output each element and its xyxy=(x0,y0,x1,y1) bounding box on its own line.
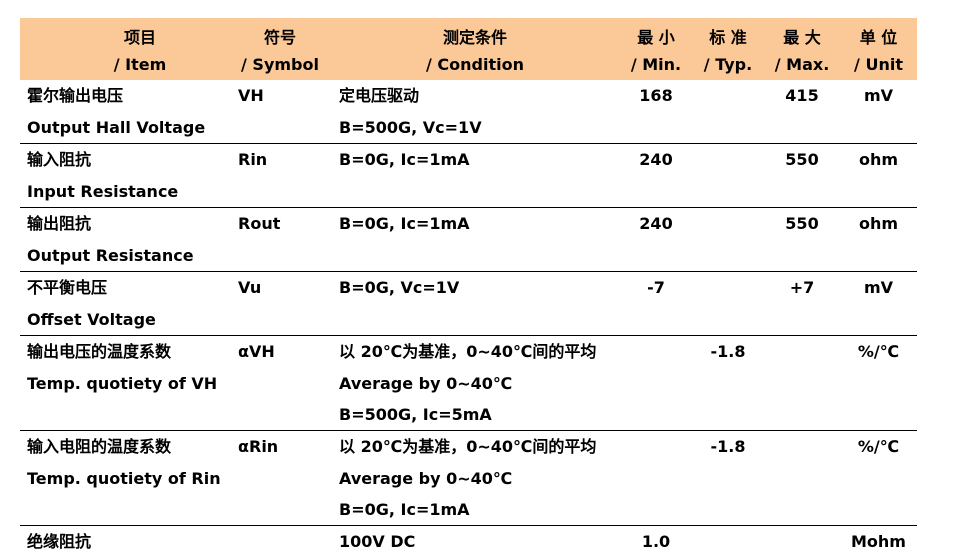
table-row: 输出阻抗 Output Resistance Rout B=0G, Ic=1mA… xyxy=(20,208,917,272)
condition-cell: 100V DC xyxy=(339,532,416,551)
item-cell: 输出电压的温度系数 Temp. quotiety of VH xyxy=(27,342,218,393)
unit-cell: ohm xyxy=(858,150,899,169)
item-cell: 绝缘阻抗 xyxy=(27,532,92,551)
item-cell: 输出阻抗 Output Resistance xyxy=(27,214,194,265)
table-row: 输入电阻的温度系数 Temp. quotiety of Rin αRin 以 2… xyxy=(20,431,917,526)
typ-cell xyxy=(692,272,764,304)
max-cell xyxy=(764,526,840,558)
symbol-cell: αVH xyxy=(238,342,275,361)
symbol-cell: Rin xyxy=(238,150,268,169)
unit-cell: Mohm xyxy=(851,532,906,551)
typ-cell: -1.8 xyxy=(710,342,746,361)
min-cell: 240 xyxy=(639,214,673,233)
min-cell: 1.0 xyxy=(641,532,671,551)
symbol-cell: Vu xyxy=(238,278,262,297)
min-cell: 168 xyxy=(639,86,673,105)
typ-cell: -1.8 xyxy=(710,437,746,456)
condition-cell: 定电压驱动 B=500G, Vc=1V xyxy=(339,86,482,137)
min-cell: -7 xyxy=(647,278,665,297)
table-row: 输入阻抗 Input Resistance Rin B=0G, Ic=1mA 2… xyxy=(20,144,917,208)
unit-cell: ohm xyxy=(858,214,899,233)
typ-cell xyxy=(692,208,764,240)
item-cell: 不平衡电压 Offset Voltage xyxy=(27,278,156,329)
max-cell: 550 xyxy=(785,214,819,233)
symbol-cell: Rout xyxy=(238,214,281,233)
max-cell: 415 xyxy=(785,86,819,105)
condition-cell: 以 20℃为基准，0~40℃间的平均 Average by 0~40℃ B=0G… xyxy=(339,437,597,519)
unit-cell: mV xyxy=(863,86,894,105)
min-cell xyxy=(620,336,692,368)
item-cell: 输入阻抗 Input Resistance xyxy=(27,150,179,201)
symbol-cell xyxy=(238,526,328,558)
unit-cell: %/℃ xyxy=(857,342,900,361)
condition-cell: 以 20℃为基准，0~40℃间的平均 Average by 0~40℃ B=50… xyxy=(339,342,597,424)
table-row: 霍尔输出电压 Output Hall Voltage VH 定电压驱动 B=50… xyxy=(20,80,917,144)
max-cell xyxy=(764,431,840,463)
max-cell: 550 xyxy=(785,150,819,169)
min-cell xyxy=(620,431,692,463)
typ-cell xyxy=(692,144,764,176)
item-cell: 霍尔输出电压 Output Hall Voltage xyxy=(27,86,206,137)
table-header: 项目 / Item 符号 / Symbol 测定条件 / Condition 最… xyxy=(20,18,917,80)
unit-cell: mV xyxy=(863,278,894,297)
symbol-cell: αRin xyxy=(238,437,279,456)
max-cell: +7 xyxy=(789,278,815,297)
symbol-cell: VH xyxy=(238,86,264,105)
typ-cell xyxy=(692,526,764,558)
table-row: 输出电压的温度系数 Temp. quotiety of VH αVH 以 20℃… xyxy=(20,336,917,431)
spec-table: 项目 / Item 符号 / Symbol 测定条件 / Condition 最… xyxy=(20,18,917,560)
condition-cell: B=0G, Ic=1mA xyxy=(339,214,470,233)
unit-cell: %/℃ xyxy=(857,437,900,456)
table-row: 绝缘阻抗 100V DC 1.0 Mohm xyxy=(20,526,917,560)
min-cell: 240 xyxy=(639,150,673,169)
table-row: 不平衡电压 Offset Voltage Vu B=0G, Vc=1V -7 +… xyxy=(20,272,917,336)
condition-cell: B=0G, Vc=1V xyxy=(339,278,460,297)
typ-cell xyxy=(692,80,764,112)
condition-cell: B=0G, Ic=1mA xyxy=(339,150,470,169)
max-cell xyxy=(764,336,840,368)
item-cell: 输入电阻的温度系数 Temp. quotiety of Rin xyxy=(27,437,221,488)
